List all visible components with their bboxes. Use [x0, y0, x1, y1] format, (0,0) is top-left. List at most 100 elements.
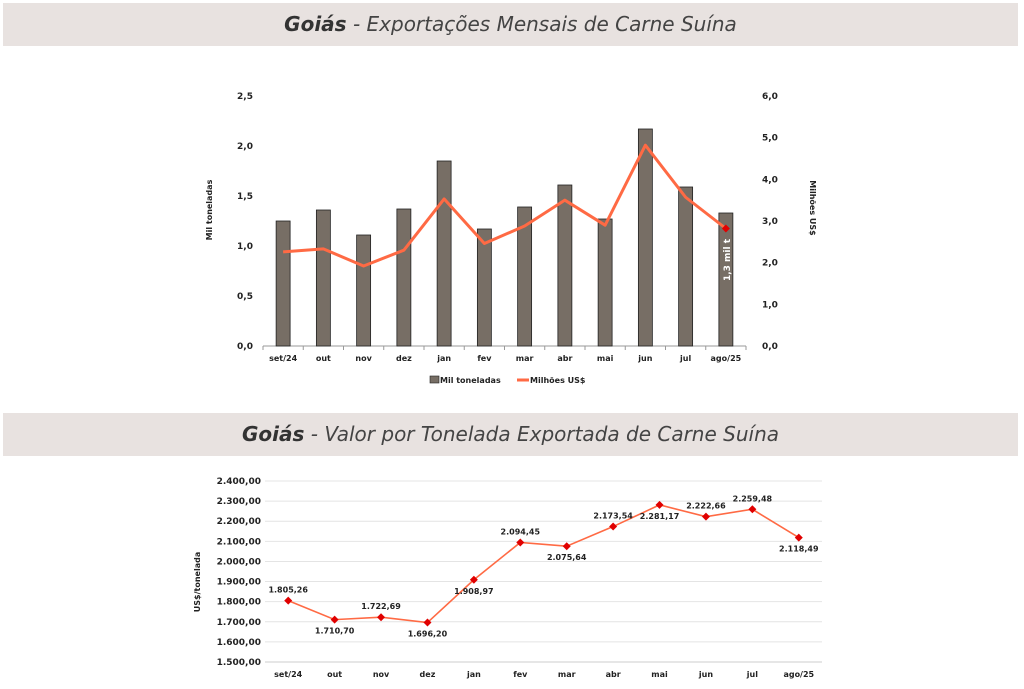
x-tick-label: ago/25	[711, 354, 742, 363]
y2-axis-label: Milhões US$	[808, 180, 817, 236]
x-tick-label: fev	[477, 354, 492, 363]
bar	[315, 209, 331, 347]
y2-tick-label: 2,0	[762, 259, 778, 269]
y-tick-label: 2.200,00	[217, 517, 261, 527]
y-tick-label: 1.600,00	[217, 638, 261, 648]
header-title: - Valor por Tonelada Exportada de Carne …	[304, 422, 779, 446]
x-tick-label: jun	[698, 670, 713, 679]
y-tick-label: 1.800,00	[217, 598, 261, 608]
x-tick-label: jan	[436, 354, 451, 363]
y2-tick-label: 1,0	[762, 300, 778, 310]
header-region: Goiás	[241, 422, 305, 446]
x-tick-label: ago/25	[783, 670, 814, 679]
x-tick-label: mai	[597, 354, 614, 363]
header-title: - Exportações Mensais de Carne Suína	[346, 12, 737, 36]
y-tick-label: 1,5	[237, 192, 253, 202]
data-label: 1.908,97	[454, 587, 493, 596]
x-tick-label: mar	[558, 670, 576, 679]
bar	[678, 186, 694, 347]
x-tick-label: jan	[466, 670, 481, 679]
data-label: 1.696,20	[408, 630, 448, 639]
bar	[517, 206, 533, 347]
data-label: 2.222,66	[686, 502, 726, 511]
data-label: 2.281,17	[640, 512, 679, 521]
bar	[436, 160, 452, 347]
bar	[396, 208, 412, 347]
x-tick-label: nov	[373, 670, 390, 679]
data-label: 2.094,45	[501, 527, 541, 536]
data-point	[469, 575, 478, 584]
y-tick-label: 0,0	[237, 342, 253, 352]
x-tick-label: jun	[637, 354, 652, 363]
data-label: 2.118,49	[779, 545, 819, 554]
x-tick-label: fev	[513, 670, 528, 679]
data-point	[748, 505, 757, 514]
y-axis-label: Mil toneladas	[205, 179, 214, 240]
data-point	[330, 615, 339, 624]
data-point	[794, 533, 803, 542]
legend-label: Mil toneladas	[440, 376, 501, 385]
y-tick-label: 2,0	[237, 142, 253, 152]
line-series	[287, 504, 800, 624]
y-tick-label: 0,5	[237, 292, 253, 302]
line-series	[283, 143, 727, 268]
x-tick-label: dez	[420, 670, 436, 679]
data-label: 1.805,26	[268, 586, 308, 595]
data-point	[516, 538, 525, 547]
y2-tick-label: 3,0	[762, 217, 778, 227]
bar	[718, 212, 734, 347]
x-tick-label: nov	[355, 354, 372, 363]
last-point-marker	[721, 224, 730, 233]
legend-bar-swatch	[429, 375, 440, 384]
data-point	[701, 512, 710, 521]
y-axis-label: US$/tonelada	[193, 552, 202, 612]
data-label: 1.710,70	[315, 627, 355, 636]
bar-annotation: 1,3 mil t	[723, 238, 733, 281]
bar	[637, 128, 653, 347]
x-tick-label: jul	[746, 670, 758, 679]
y-tick-label: 2.400,00	[217, 477, 261, 487]
y2-tick-label: 6,0	[762, 92, 778, 102]
x-tick-label: out	[316, 354, 331, 363]
data-label: 1.722,69	[361, 602, 401, 611]
y-tick-label: 1.700,00	[217, 618, 261, 628]
x-tick-label: jul	[679, 354, 691, 363]
y-tick-label: 2.000,00	[217, 557, 261, 567]
x-tick-label: mai	[651, 670, 668, 679]
y-tick-label: 1,0	[237, 242, 253, 252]
data-point	[377, 613, 386, 622]
y-tick-label: 2.100,00	[217, 537, 261, 547]
y-tick-label: 2.300,00	[217, 497, 261, 507]
chart2-header: Goiás - Valor por Tonelada Exportada de …	[3, 413, 1018, 456]
x-tick-label: mar	[516, 354, 534, 363]
y-tick-label: 2,5	[237, 92, 253, 102]
data-label: 2.259,48	[733, 494, 773, 503]
chart1-header: Goiás - Exportações Mensais de Carne Suí…	[3, 3, 1018, 46]
bar	[356, 234, 372, 347]
bar	[597, 218, 613, 347]
data-label: 2.173,54	[593, 512, 633, 521]
x-tick-label: abr	[557, 354, 572, 363]
y2-tick-label: 5,0	[762, 134, 778, 144]
y-tick-label: 1.900,00	[217, 578, 261, 588]
y2-tick-label: 4,0	[762, 175, 778, 185]
data-point	[562, 542, 571, 551]
data-point	[655, 500, 664, 509]
bar	[557, 184, 573, 347]
x-tick-label: set/24	[269, 354, 298, 363]
x-tick-label: dez	[396, 354, 412, 363]
y2-tick-label: 0,0	[762, 342, 778, 352]
legend-label: Milhões US$	[530, 376, 586, 385]
data-point	[609, 522, 618, 531]
x-tick-label: set/24	[274, 670, 303, 679]
data-label: 2.075,64	[547, 553, 587, 562]
y-tick-label: 1.500,00	[217, 658, 261, 668]
x-tick-label: out	[327, 670, 342, 679]
header-region: Goiás	[284, 12, 347, 36]
data-point	[284, 596, 293, 605]
bar	[476, 228, 492, 347]
data-point	[423, 618, 432, 627]
x-tick-label: abr	[606, 670, 621, 679]
